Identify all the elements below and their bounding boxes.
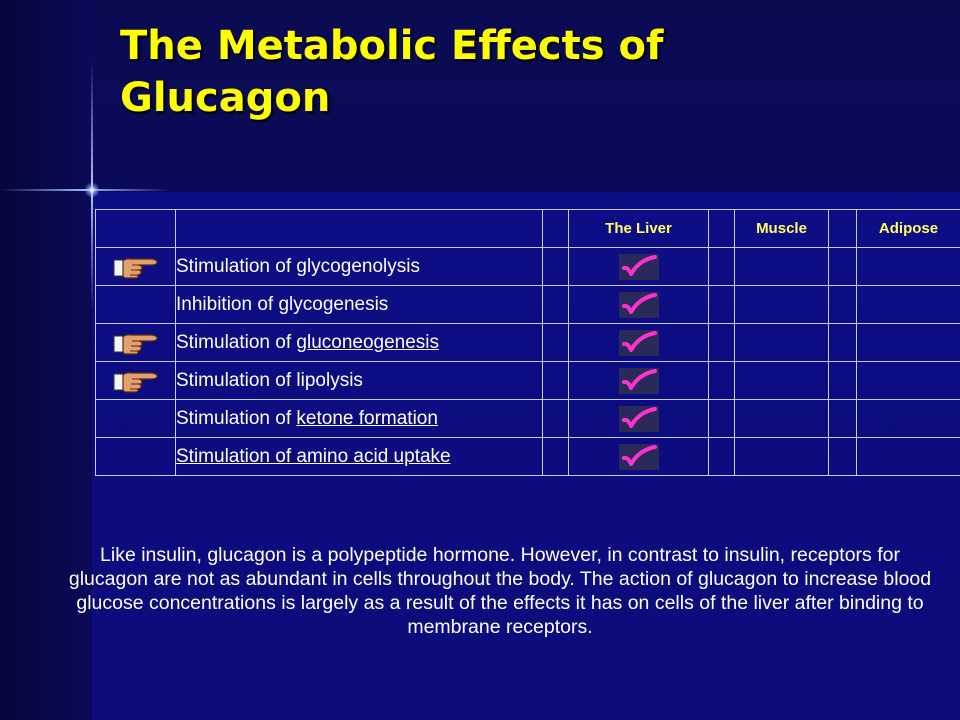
pointer-cell <box>95 323 176 362</box>
effect-label-cell: Stimulation of lipolysis <box>175 361 543 400</box>
effect-label: Inhibition of glycogenesis <box>176 293 389 315</box>
spacer-cell <box>828 437 857 476</box>
effect-link[interactable]: Stimulation of amino acid uptake <box>176 445 451 467</box>
effect-label-cell: Stimulation of ketone formation <box>175 399 543 438</box>
table-row: Stimulation of gluconeogenesis <box>95 323 960 362</box>
spacer-cell <box>542 285 569 324</box>
pointing-hand-icon <box>96 368 175 394</box>
table-row: Stimulation of ketone formation <box>95 399 960 438</box>
effect-label: Stimulation of <box>176 407 297 429</box>
spacer-cell <box>828 285 857 324</box>
spacer-cell <box>828 361 857 400</box>
checkmark-icon <box>618 253 659 280</box>
spacer-cell <box>828 323 857 362</box>
pointer-cell <box>95 399 176 438</box>
spacer-cell <box>542 247 569 286</box>
effect-link[interactable]: gluconeogenesis <box>296 331 440 353</box>
spacer-cell <box>708 437 735 476</box>
muscle-cell <box>734 323 829 362</box>
header-cell <box>828 209 857 248</box>
table-row: Stimulation of amino acid uptake <box>95 437 960 476</box>
left-band <box>0 0 92 720</box>
description-paragraph: Like insulin, glucagon is a polypeptide … <box>68 544 932 638</box>
checkmark-icon <box>618 367 659 394</box>
effect-label-cell: Stimulation of amino acid uptake <box>175 437 543 476</box>
table-header-row: The Liver Muscle Adipose <box>95 209 960 248</box>
pointer-cell <box>95 285 176 324</box>
checkmark-icon <box>618 291 659 318</box>
muscle-cell <box>734 361 829 400</box>
spacer-cell <box>828 247 857 286</box>
muscle-cell <box>734 247 829 286</box>
header-muscle: Muscle <box>734 209 829 248</box>
adipose-cell <box>856 323 960 362</box>
muscle-cell <box>734 285 829 324</box>
checkmark-icon <box>618 405 659 432</box>
muscle-cell <box>734 399 829 438</box>
spacer-cell <box>542 361 569 400</box>
adipose-cell <box>856 285 960 324</box>
header-cell <box>708 209 735 248</box>
table-row: Stimulation of glycogenolysis <box>95 247 960 286</box>
spacer-cell <box>708 399 735 438</box>
pointing-hand-icon <box>96 254 175 280</box>
adipose-cell <box>856 247 960 286</box>
liver-cell <box>568 437 709 476</box>
effect-link[interactable]: ketone formation <box>296 407 438 429</box>
pointing-hand-icon <box>96 330 175 356</box>
spacer-cell <box>708 285 735 324</box>
checkmark-icon <box>618 443 659 470</box>
effect-label-cell: Stimulation of glycogenolysis <box>175 247 543 286</box>
spacer-cell <box>542 399 569 438</box>
pointer-cell <box>95 247 176 286</box>
spacer-cell <box>542 437 569 476</box>
effect-label-cell: Stimulation of gluconeogenesis <box>175 323 543 362</box>
header-cell <box>95 209 176 248</box>
effect-label: Stimulation of <box>176 331 297 353</box>
table-row: Stimulation of lipolysis <box>95 361 960 400</box>
spacer-cell <box>708 247 735 286</box>
spacer-cell <box>708 323 735 362</box>
liver-cell <box>568 247 709 286</box>
muscle-cell <box>734 437 829 476</box>
header-cell <box>175 209 543 248</box>
table-body: Stimulation of glycogenolysis Inhibition … <box>95 247 960 476</box>
header-cell <box>542 209 569 248</box>
checkmark-icon <box>618 329 659 356</box>
slide-title: The Metabolic Effects of Glucagon <box>120 23 664 121</box>
liver-cell <box>568 285 709 324</box>
adipose-cell <box>856 399 960 438</box>
effects-table: The Liver Muscle Adipose Stimulation of … <box>95 209 960 476</box>
table-row: Inhibition of glycogenesis <box>95 285 960 324</box>
liver-cell <box>568 323 709 362</box>
effect-label: Stimulation of lipolysis <box>176 369 363 391</box>
adipose-cell <box>856 361 960 400</box>
liver-cell <box>568 361 709 400</box>
header-adipose: Adipose <box>856 209 960 248</box>
spacer-cell <box>542 323 569 362</box>
liver-cell <box>568 399 709 438</box>
pointer-cell <box>95 361 176 400</box>
adipose-cell <box>856 437 960 476</box>
light-flare-center <box>84 182 100 198</box>
spacer-cell <box>828 399 857 438</box>
header-liver: The Liver <box>568 209 709 248</box>
spacer-cell <box>708 361 735 400</box>
pointer-cell <box>95 437 176 476</box>
effect-label: Stimulation of glycogenolysis <box>176 255 420 277</box>
effect-label-cell: Inhibition of glycogenesis <box>175 285 543 324</box>
